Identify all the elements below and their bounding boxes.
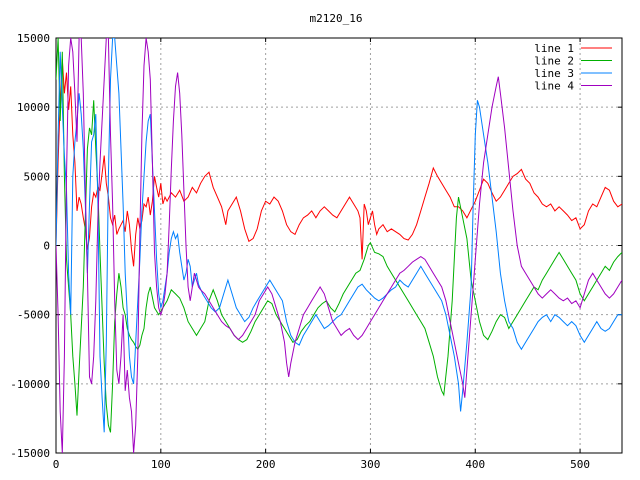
- y-tick-label: -5000: [17, 309, 50, 322]
- legend-label-4: line 4: [534, 80, 574, 93]
- series-line-4: [56, 38, 622, 453]
- y-tick-label: 5000: [24, 170, 51, 183]
- y-tick-label: 15000: [17, 32, 50, 45]
- grid: [56, 38, 622, 453]
- x-axis: 0 100 200 300 400 500: [53, 38, 590, 471]
- series-line-1: [56, 58, 622, 267]
- series-lines: [56, 38, 622, 453]
- series-line-3: [56, 38, 622, 433]
- x-tick-label: 0: [53, 458, 60, 471]
- y-tick-label: 0: [43, 240, 50, 253]
- legend-label-1: line 1: [534, 42, 574, 55]
- x-tick-label: 300: [361, 458, 381, 471]
- x-tick-label: 200: [256, 458, 276, 471]
- x-tick-label: 100: [151, 458, 171, 471]
- legend-label-3: line 3: [534, 67, 574, 80]
- y-tick-label: -15000: [10, 447, 50, 460]
- chart-title: m2120_16: [310, 12, 363, 25]
- legend-label-2: line 2: [534, 55, 574, 68]
- y-tick-label: 10000: [17, 101, 50, 114]
- x-tick-label: 500: [570, 458, 590, 471]
- x-tick-label: 400: [465, 458, 485, 471]
- y-tick-label: -10000: [10, 378, 50, 391]
- y-axis: -15000 -10000 -5000 0 5000 10000 15000: [10, 32, 622, 460]
